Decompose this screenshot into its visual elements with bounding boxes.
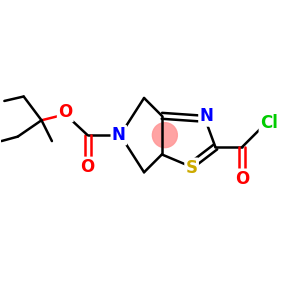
Circle shape xyxy=(152,123,177,148)
Text: S: S xyxy=(186,159,198,177)
Text: O: O xyxy=(58,103,72,121)
Text: N: N xyxy=(200,107,213,125)
Text: O: O xyxy=(80,158,95,176)
Text: N: N xyxy=(112,126,126,144)
Text: O: O xyxy=(235,170,249,188)
Text: Cl: Cl xyxy=(260,114,278,132)
